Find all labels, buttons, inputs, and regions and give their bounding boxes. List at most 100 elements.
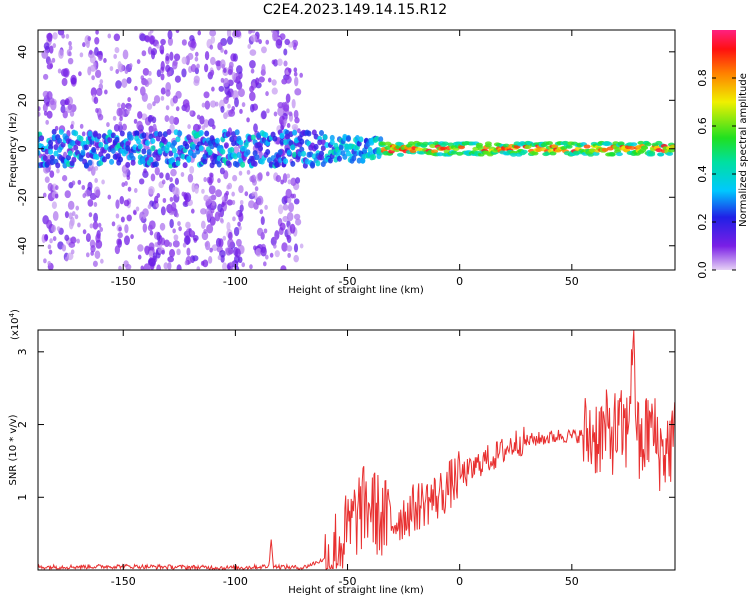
spectrogram-noise-blob	[190, 208, 195, 214]
spectrogram-band-blob	[128, 134, 134, 141]
spectrogram-band-blob	[657, 152, 665, 157]
spectrogram-band-blob	[198, 130, 204, 137]
colorbar-tick-label: 0.6	[696, 117, 709, 135]
spectrogram-noise-blob	[137, 244, 144, 252]
spectrogram-noise-blob	[52, 211, 59, 221]
spectrogram-noise-blob	[236, 65, 243, 75]
spectrogram-noise-blob	[146, 102, 153, 110]
spectrogram-noise-blob	[160, 95, 165, 101]
spectrogram-band-blob	[614, 147, 622, 152]
spectrogram-noise-blob	[241, 262, 246, 268]
spectrogram-noise-blob	[193, 237, 198, 243]
spectrogram-band-blob	[344, 143, 350, 150]
spectrogram-noise-blob	[65, 33, 70, 39]
spectrogram-band-blob	[422, 141, 430, 146]
spectrogram-noise-blob	[238, 225, 242, 231]
spectrogram-noise-blob	[204, 100, 211, 110]
spectrogram-noise-blob	[127, 186, 132, 192]
spectrogram-noise-blob	[230, 267, 234, 270]
spectrogram-noise-blob	[190, 230, 194, 236]
spectrogram-noise-blob	[154, 195, 159, 205]
spectrogram-band-blob	[315, 160, 321, 167]
spectrogram-noise-blob	[117, 61, 122, 71]
spectrogram-noise-blob	[68, 51, 72, 57]
spectrogram-band-blob	[258, 145, 264, 152]
spectrogram-noise-blob	[190, 63, 197, 73]
spectrogram-noise-blob	[286, 212, 294, 222]
spectrogram-noise-blob	[225, 190, 229, 196]
spectrogram-band-blob	[150, 145, 156, 152]
spectrogram-noise-blob	[187, 173, 194, 183]
spectrogram-noise-blob	[81, 185, 86, 191]
spectrogram-noise-blob	[222, 262, 228, 270]
spectrogram-noise-blob	[156, 192, 161, 198]
spectrogram-noise-blob	[204, 50, 210, 61]
spectrogram-noise-blob	[124, 68, 129, 74]
spectrogram-noise-blob	[170, 168, 177, 177]
spectrogram-band-blob	[85, 152, 91, 159]
spectrogram-noise-blob	[176, 248, 181, 256]
spectrogram-band-blob	[92, 130, 98, 137]
spectrogram-noise-blob	[271, 30, 275, 34]
spectrogram-noise-blob	[157, 240, 162, 246]
spectrogram-band-blob	[456, 151, 464, 156]
spectrogram-band-blob	[67, 150, 73, 157]
spectrogram-noise-blob	[128, 63, 133, 69]
spectrogram-noise-blob	[203, 91, 210, 99]
spectrogram-band-blob	[317, 139, 323, 146]
spectrogram-noise-blob	[169, 248, 176, 258]
spectrogram-noise-blob	[291, 123, 299, 131]
spectrogram-noise-blob	[49, 45, 54, 54]
spectrogram-noise-blob	[299, 72, 303, 78]
spectrogram-noise-blob	[97, 222, 102, 228]
spectrogram-band-blob	[545, 141, 553, 146]
spectrogram-band-blob	[229, 146, 235, 153]
spectrogram-noise-blob	[174, 177, 179, 185]
spectrogram-band-blob	[549, 151, 557, 156]
spectrogram-noise-blob	[68, 41, 72, 47]
spectrogram-band-blob	[592, 151, 600, 156]
spectrogram-band-blob	[71, 156, 77, 163]
snr-y-label: SNR (10 * v/v)	[8, 414, 19, 485]
spectrogram-noise-blob	[167, 30, 173, 40]
spectrogram-noise-blob	[269, 252, 274, 258]
snr-line	[38, 330, 675, 570]
spectrogram-band-blob	[125, 145, 131, 152]
spectrogram-band-blob	[110, 132, 116, 139]
spectrogram-noise-blob	[46, 91, 53, 100]
spectrogram-noise-blob	[87, 166, 91, 172]
spectrogram-band-blob	[655, 148, 663, 153]
spectrogram-noise-blob	[201, 188, 205, 194]
spectrogram-band-blob	[91, 146, 97, 153]
spectrogram-noise-blob	[169, 218, 174, 229]
spectrogram-noise-blob	[79, 123, 84, 129]
spectrogram-band-blob	[601, 147, 609, 152]
spectrogram-noise-blob	[260, 216, 265, 226]
spectrogram-noise-blob	[87, 36, 92, 42]
spectrogram-band-blob	[175, 160, 181, 167]
spectrogram-band-blob	[48, 144, 54, 151]
spectrogram-noise-blob	[184, 200, 188, 206]
spectrogram-noise-blob	[201, 125, 206, 131]
spectrogram-band-blob	[286, 149, 292, 156]
spectrogram-noise-blob	[156, 264, 161, 270]
spectrogram-noise-blob	[184, 260, 189, 266]
spectrogram-band-blob	[329, 139, 335, 146]
colorbar-gradient	[712, 30, 736, 270]
spectrogram-band-blob	[83, 144, 89, 151]
spectrogram-noise-blob	[68, 45, 73, 51]
spectrogram-noise-blob	[165, 172, 170, 181]
spectrogram-noise-blob	[196, 114, 201, 120]
spectrogram-noise-blob	[156, 43, 160, 49]
spectrogram-noise-blob	[139, 33, 147, 42]
spectrogram-band-blob	[48, 148, 54, 155]
spectrogram-noise-blob	[178, 226, 182, 232]
spectrogram-panel: -150 -100 -50 0 50 -40 -20 0 20 40 Height of str…	[8, 29, 676, 296]
spectrogram-band-blob	[44, 148, 50, 155]
spectrogram-noise-blob	[220, 77, 225, 83]
spectrogram-noise-blob	[265, 91, 269, 97]
spectrogram-noise-blob	[74, 214, 79, 220]
spectrogram-band-blob	[202, 158, 208, 165]
spectrogram-band-blob	[279, 139, 285, 146]
snr-frame	[37, 329, 676, 571]
